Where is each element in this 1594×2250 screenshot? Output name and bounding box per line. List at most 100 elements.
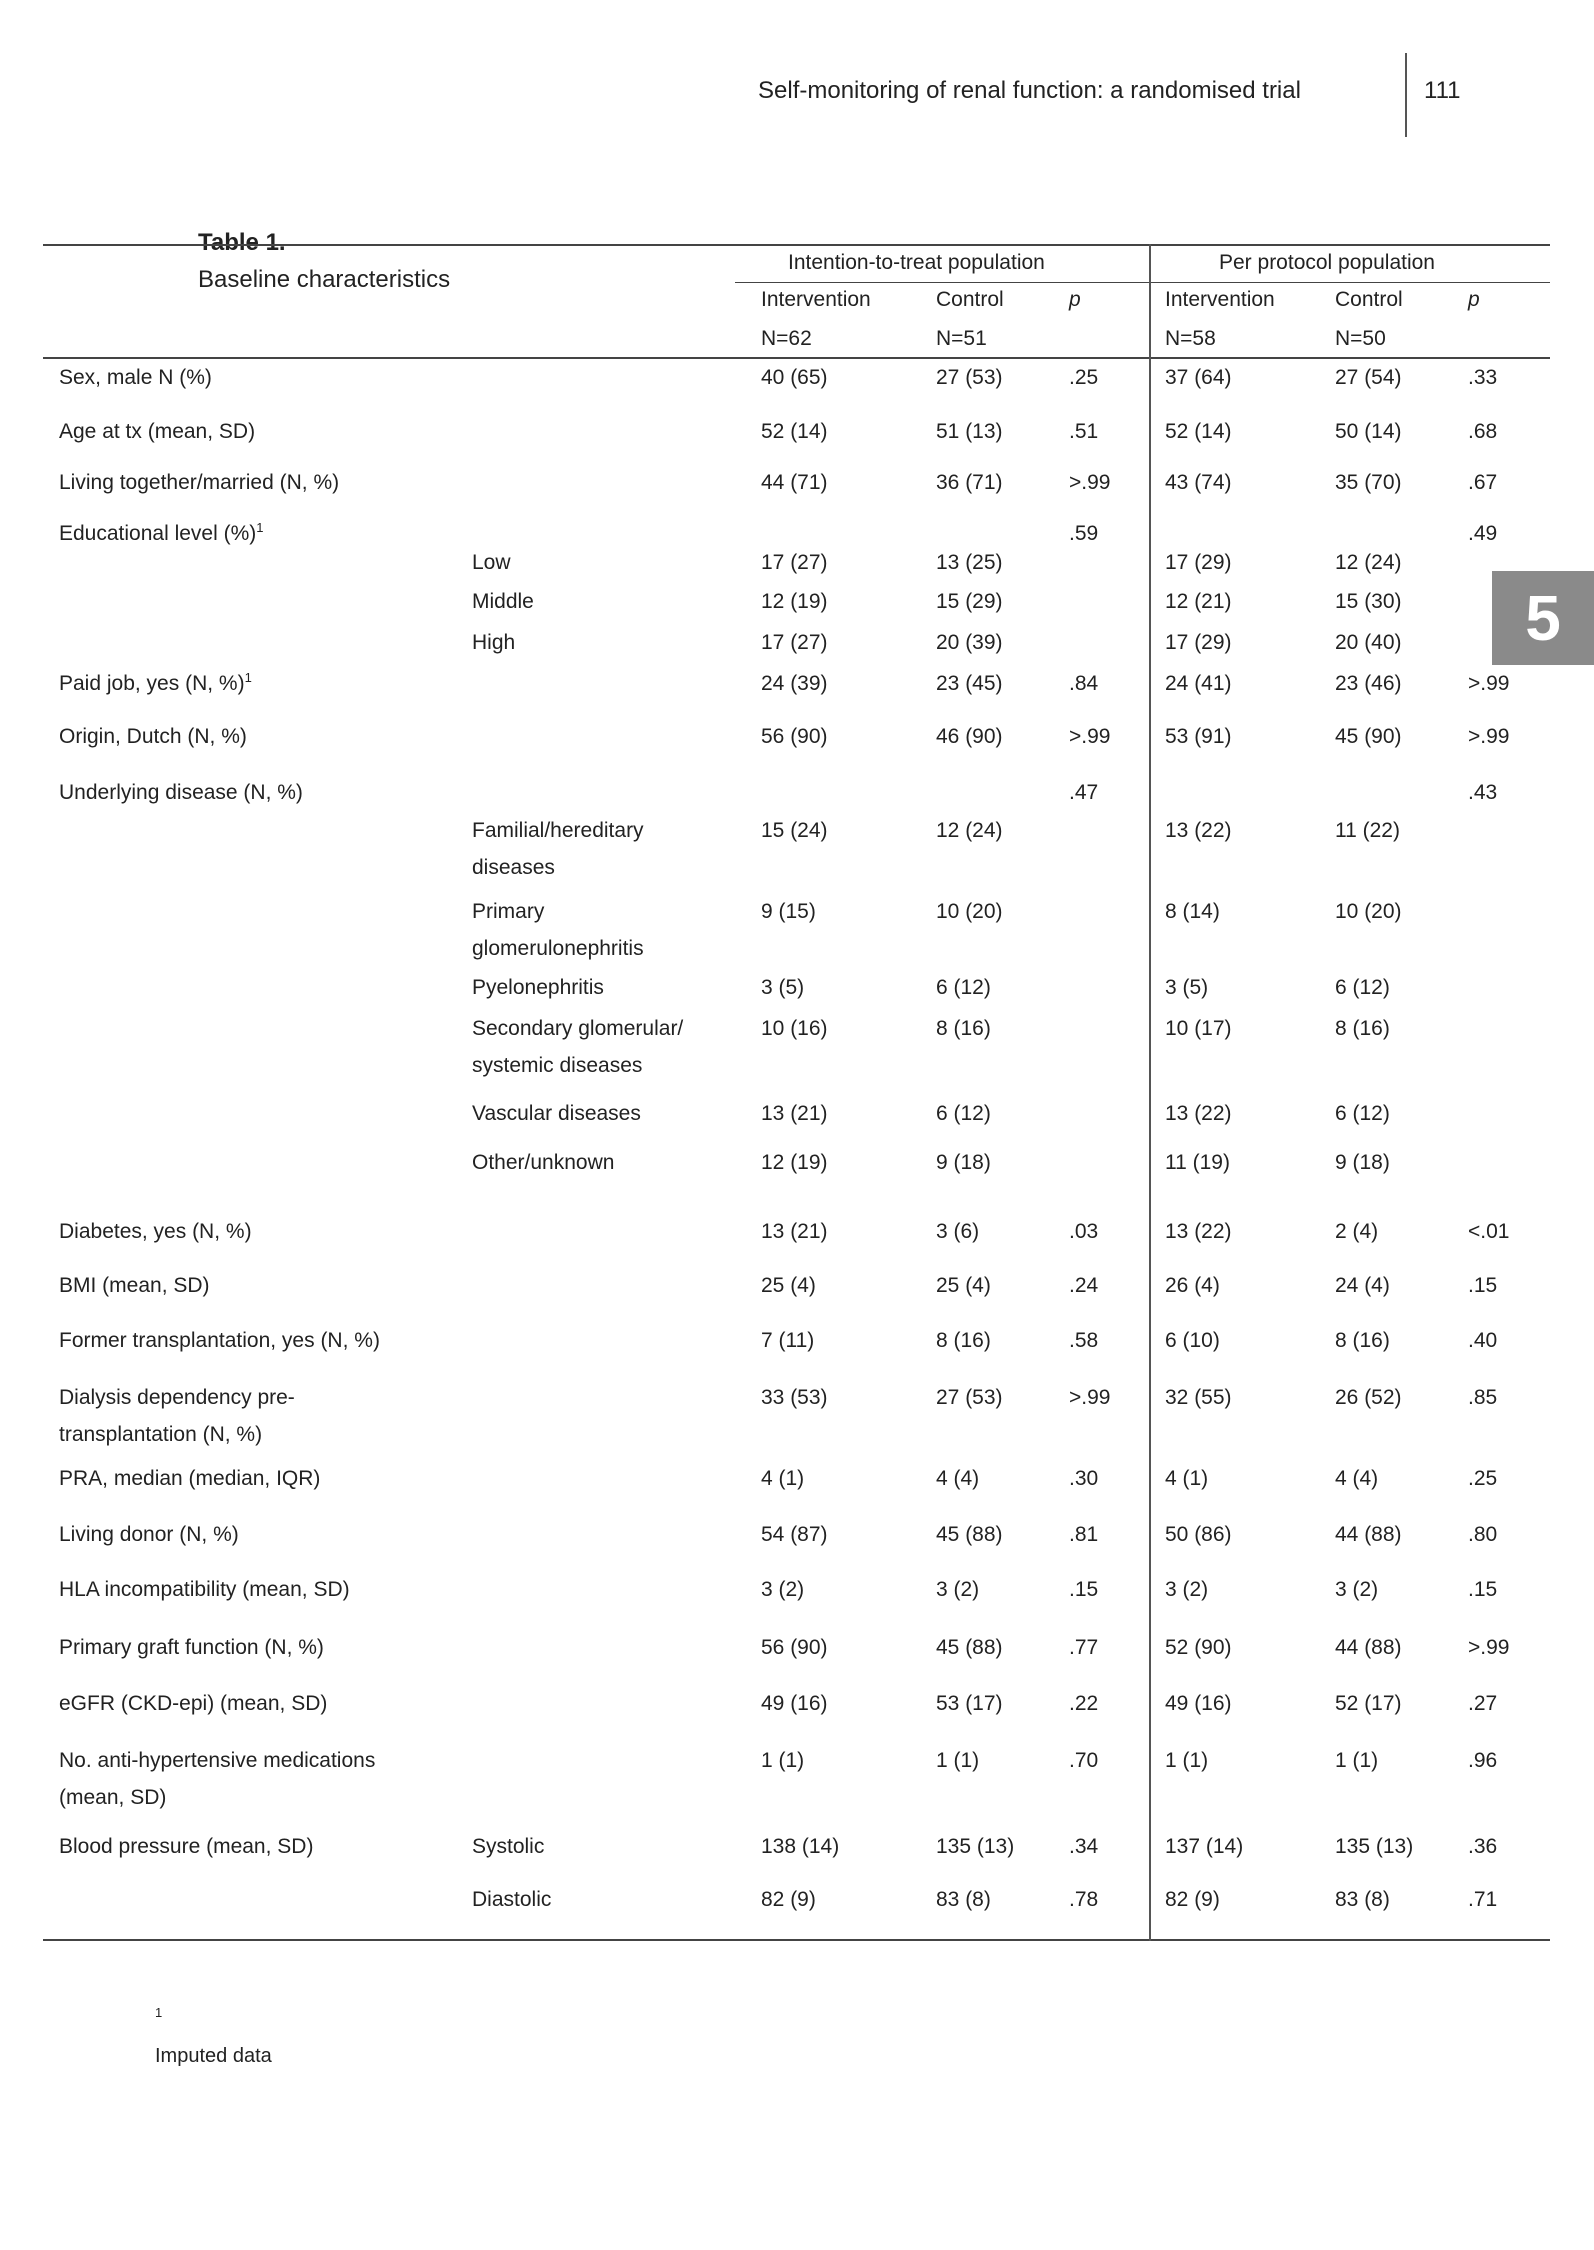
table-cell: 46 (90) (936, 725, 1003, 748)
table-cell: .40 (1468, 1329, 1498, 1352)
table-cell: 56 (90) (761, 725, 828, 748)
table-cell: .36 (1468, 1835, 1498, 1858)
row-label-text: No. anti-hypertensive medications (mean,… (59, 1749, 376, 1809)
table-cell: 27 (53) (936, 1386, 1003, 1409)
table-cell: 20 (40) (1335, 631, 1402, 654)
row-sublabel: Low (472, 551, 511, 574)
table-cell: 44 (71) (761, 471, 828, 494)
row-label: Educational level (%)1 (59, 515, 264, 552)
row-label-text: Living together/married (N, %) (59, 471, 340, 494)
table-cell: 7 (11) (761, 1329, 815, 1352)
table-cell: >.99 (1069, 725, 1111, 748)
footnote-text: Imputed data (155, 2045, 272, 2067)
row-label-text: Blood pressure (mean, SD) (59, 1835, 314, 1858)
table-cell: 8 (14) (1165, 900, 1220, 923)
table-cell: 36 (71) (936, 471, 1003, 494)
row-label-text: Former transplantation, yes (N, %) (59, 1329, 380, 1352)
table-cell: 24 (41) (1165, 672, 1232, 695)
table-cell: 1 (1) (1165, 1749, 1209, 1772)
table-cell: 33 (53) (761, 1386, 828, 1409)
row-label-text: Sex, male N (%) (59, 366, 212, 389)
table-cell: 20 (39) (936, 631, 1003, 654)
row-sublabel: Other/unknown (472, 1151, 615, 1174)
table-cell: .78 (1069, 1888, 1099, 1911)
row-label-text: eGFR (CKD-epi) (mean, SD) (59, 1692, 328, 1715)
table-cell: 44 (88) (1335, 1636, 1402, 1659)
table-cell: .43 (1468, 781, 1498, 804)
table-cell: .71 (1468, 1888, 1498, 1911)
table-cell: <.01 (1468, 1220, 1510, 1243)
table-cell: 3 (2) (936, 1578, 980, 1601)
table-cell: 52 (14) (761, 420, 828, 443)
row-label-text: Educational level (%) (59, 522, 257, 545)
column-header: p (1468, 288, 1480, 311)
table-cell: .58 (1069, 1329, 1099, 1352)
table-cell: 17 (27) (761, 551, 828, 574)
table-cell: 10 (16) (761, 1017, 828, 1040)
table-cell: 10 (17) (1165, 1017, 1232, 1040)
table-cell: 17 (27) (761, 631, 828, 654)
table-cell: 83 (8) (936, 1888, 991, 1911)
table-cell: .22 (1069, 1692, 1099, 1715)
row-label-text: Dialysis dependency pre- transplantation… (59, 1386, 295, 1446)
table-cell: .85 (1468, 1386, 1498, 1409)
row-label: Living donor (N, %) (59, 1516, 239, 1553)
table-cell: >.99 (1069, 1386, 1111, 1409)
table-cell: 3 (5) (1165, 976, 1209, 999)
row-label-text: Living donor (N, %) (59, 1523, 239, 1546)
table-cell: 12 (19) (761, 590, 828, 613)
row-label: Former transplantation, yes (N, %) (59, 1322, 380, 1359)
row-sublabel: Primary glomerulonephritis (472, 900, 644, 960)
table-cell: 9 (18) (1335, 1151, 1390, 1174)
table-cell: 26 (4) (1165, 1274, 1220, 1297)
row-label-text: PRA, median (median, IQR) (59, 1467, 321, 1490)
table-cell: 15 (30) (1335, 590, 1402, 613)
table-cell: 4 (1) (1165, 1467, 1209, 1490)
table-cell: 138 (14) (761, 1835, 840, 1858)
table-cell: .15 (1468, 1578, 1498, 1601)
column-header: Intervention (1165, 288, 1275, 311)
table-cell: 4 (1) (761, 1467, 805, 1490)
table-cell: 50 (14) (1335, 420, 1402, 443)
table-top-rule (43, 244, 1550, 246)
table-cell: 6 (10) (1165, 1329, 1220, 1352)
table-cell: 23 (46) (1335, 672, 1402, 695)
table-cell: 49 (16) (761, 1692, 828, 1715)
table-cell: .51 (1069, 420, 1099, 443)
table-cell: 8 (16) (1335, 1329, 1390, 1352)
table-cell: .25 (1069, 366, 1099, 389)
table-cell: 45 (90) (1335, 725, 1402, 748)
row-label: HLA incompatibility (mean, SD) (59, 1571, 350, 1608)
table-cell: .68 (1468, 420, 1498, 443)
table-cell: 4 (4) (936, 1467, 980, 1490)
row-sublabel: Vascular diseases (472, 1102, 641, 1125)
table-cell: 24 (39) (761, 672, 828, 695)
table-cell: 8 (16) (1335, 1017, 1390, 1040)
table-cell: 56 (90) (761, 1636, 828, 1659)
table-cell: 3 (2) (761, 1578, 805, 1601)
table-cell: 1 (1) (761, 1749, 805, 1772)
table-cell: 12 (19) (761, 1151, 828, 1174)
group-header-itt: Intention-to-treat population (788, 251, 1045, 274)
row-label: No. anti-hypertensive medications (mean,… (59, 1742, 375, 1816)
table-cell: 49 (16) (1165, 1692, 1232, 1715)
table-cell: 32 (55) (1165, 1386, 1232, 1409)
running-header-title: Self-monitoring of renal function: a ran… (758, 77, 1301, 104)
table-cell: .59 (1069, 522, 1099, 545)
table-cell: >.99 (1069, 471, 1111, 494)
row-label-text: HLA incompatibility (mean, SD) (59, 1578, 350, 1601)
table-cell: .47 (1069, 781, 1099, 804)
column-n: N=50 (1335, 327, 1386, 350)
table-cell: 25 (4) (761, 1274, 816, 1297)
table-cell: 13 (22) (1165, 1102, 1232, 1125)
table-cell: 23 (45) (936, 672, 1003, 695)
table-cell: 9 (18) (936, 1151, 991, 1174)
table-cell: 13 (25) (936, 551, 1003, 574)
table-cell: .34 (1069, 1835, 1099, 1858)
row-label-text: Paid job, yes (N, %) (59, 672, 245, 695)
column-n: N=58 (1165, 327, 1216, 350)
row-label: Blood pressure (mean, SD) (59, 1828, 313, 1865)
header-bottom-rule (43, 357, 1550, 359)
table-cell: 12 (24) (936, 819, 1003, 842)
table-cell: 10 (20) (1335, 900, 1402, 923)
